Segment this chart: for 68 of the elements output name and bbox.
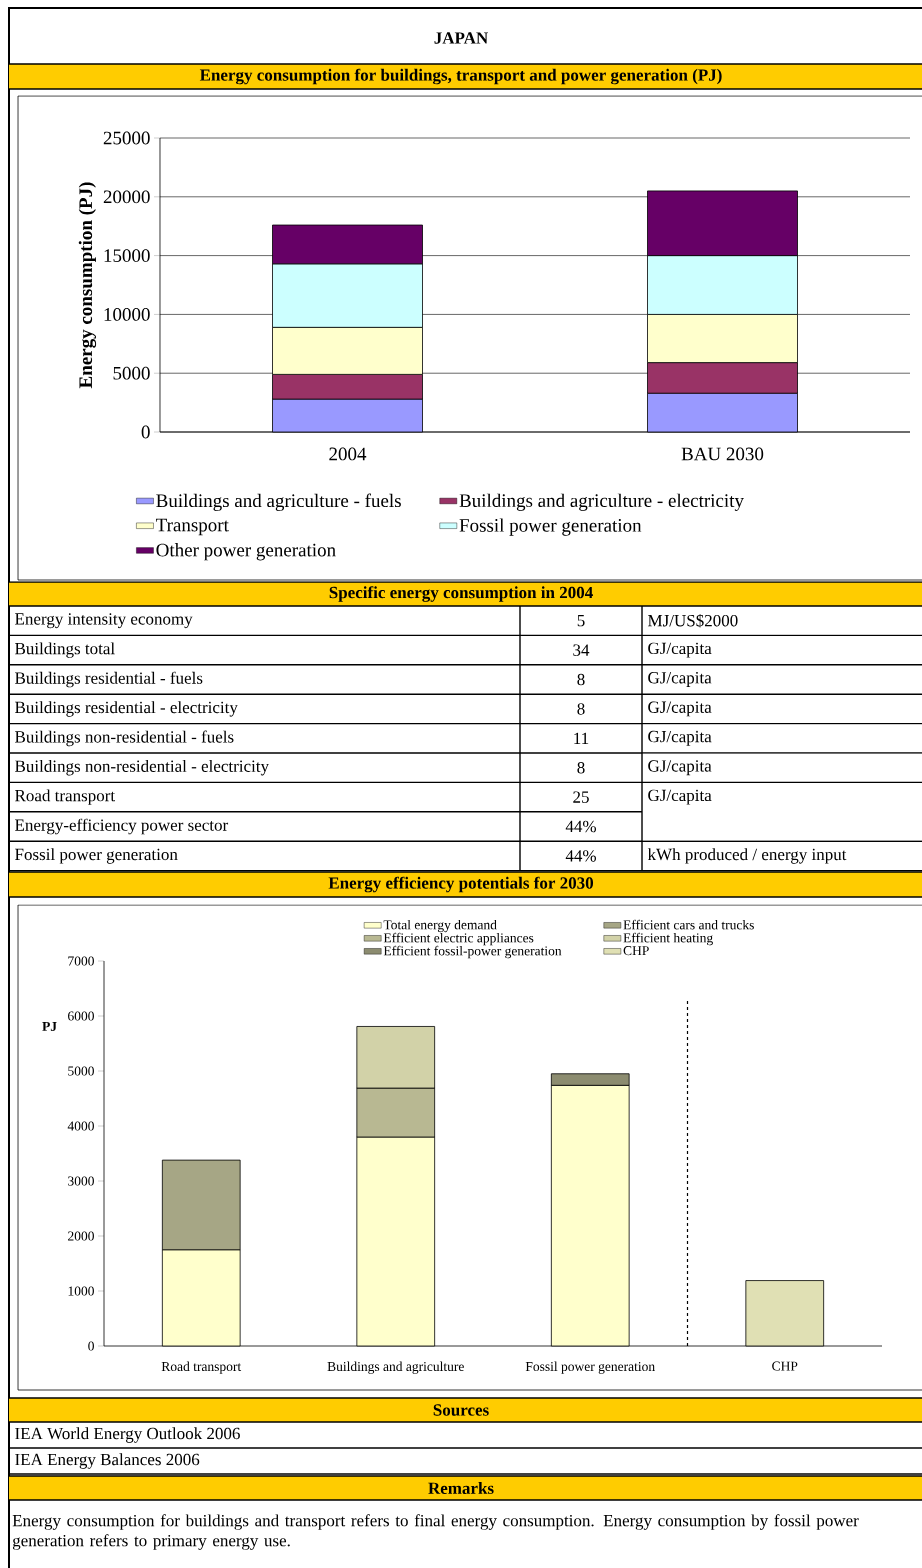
category-label: kWh produced / energy input: [647, 848, 847, 864]
text: 11: [574, 732, 589, 744]
y-axis-title: Energy consumption (PJ): [78, 182, 97, 389]
category-label: GJ/capita: [648, 642, 712, 658]
category-label: Buildings non-residential - electricity: [15, 759, 269, 776]
y-tick-label: 2000: [68, 1231, 94, 1241]
category-label: Buildings total: [15, 642, 115, 658]
text: 34: [573, 644, 590, 656]
y-tick-label: 20000: [103, 190, 150, 204]
y-tick-label: 0: [141, 425, 150, 439]
category-label: Buildings non-residential - fuels: [15, 730, 234, 747]
text: 5: [577, 615, 585, 627]
y-tick-label: 25000: [103, 131, 150, 145]
legend-label: Efficient electric appliances: [383, 932, 534, 946]
y-tick-label: 4000: [67, 1121, 94, 1131]
chart-title: Energy efficiency potentials for 2030: [328, 876, 594, 893]
text: Sources: [433, 1404, 489, 1416]
category-label: GJ/capita: [648, 701, 712, 717]
y-tick-label: 3000: [68, 1176, 94, 1186]
x-tick-label: BAU 2030: [681, 447, 764, 461]
legend-label: Other power generation: [156, 543, 336, 561]
x-tick-label: CHP: [772, 1361, 798, 1371]
text: 25: [573, 791, 589, 803]
x-tick-label: Fossil power generation: [525, 1361, 655, 1374]
chart-subtitle: Energy consumption for buildings, transport and power generation (PJ): [199, 68, 722, 85]
category-label: GJ/capita: [648, 730, 712, 746]
text: 8: [577, 761, 585, 774]
text: Energy consumption for buildings and transport refers to final energy consumption. Energy consumption by fossil power generation refers to primary energy use.: [12, 1514, 859, 1550]
category-label: GJ/capita: [648, 789, 712, 805]
category-label: Fossil power generation: [15, 848, 178, 864]
y-tick-label: 1000: [68, 1286, 94, 1296]
legend-label: Transport: [156, 518, 229, 536]
legend-label: Total energy demand: [383, 919, 497, 933]
category-label: Energy-efficiency power sector: [15, 818, 229, 835]
category-label: Buildings residential - electricity: [15, 701, 238, 717]
legend-label: Buildings and agriculture - electricity: [459, 493, 744, 511]
y-axis-title: PJ: [42, 1021, 57, 1031]
y-tick-label: 15000: [104, 249, 150, 263]
text: 44%: [565, 850, 597, 862]
text: IEA World Energy Outlook 2006: [15, 1427, 240, 1443]
x-tick-label: Road transport: [161, 1361, 242, 1374]
legend-label: Efficient fossil-power generation: [383, 945, 562, 959]
legend-label: Buildings and agriculture - fuels: [156, 493, 401, 512]
text: Specific energy consumption in 2004: [329, 586, 593, 602]
category-label: MJ/US$2000: [648, 613, 738, 628]
x-tick-label: 2004: [329, 447, 367, 461]
chart-title: JAPAN: [434, 32, 489, 44]
y-tick-label: 5000: [68, 1066, 94, 1076]
y-tick-label: 0: [88, 1341, 94, 1351]
legend-label: Efficient cars and trucks: [623, 919, 754, 930]
legend-label: CHP: [623, 946, 649, 956]
category-label: Road transport: [15, 789, 116, 805]
legend-label: Fossil power generation: [459, 518, 642, 536]
category-label: GJ/capita: [648, 672, 712, 687]
y-tick-label: 5000: [113, 366, 150, 380]
text: Remarks: [428, 1482, 494, 1494]
text: 8: [577, 703, 585, 715]
y-tick-label: 7000: [68, 956, 94, 966]
y-tick-label: 6000: [68, 1011, 94, 1021]
category-label: GJ/capita: [648, 760, 712, 776]
category-label: Energy intensity economy: [15, 613, 193, 629]
category-label: Buildings residential - fuels: [15, 671, 203, 688]
x-tick-label: Buildings and agriculture: [327, 1361, 464, 1374]
text: 44%: [565, 820, 597, 833]
y-tick-label: 10000: [104, 308, 150, 321]
legend-label: Efficient heating: [623, 932, 713, 946]
text: IEA Energy Balances 2006: [15, 1453, 200, 1469]
text: 8: [577, 673, 585, 686]
